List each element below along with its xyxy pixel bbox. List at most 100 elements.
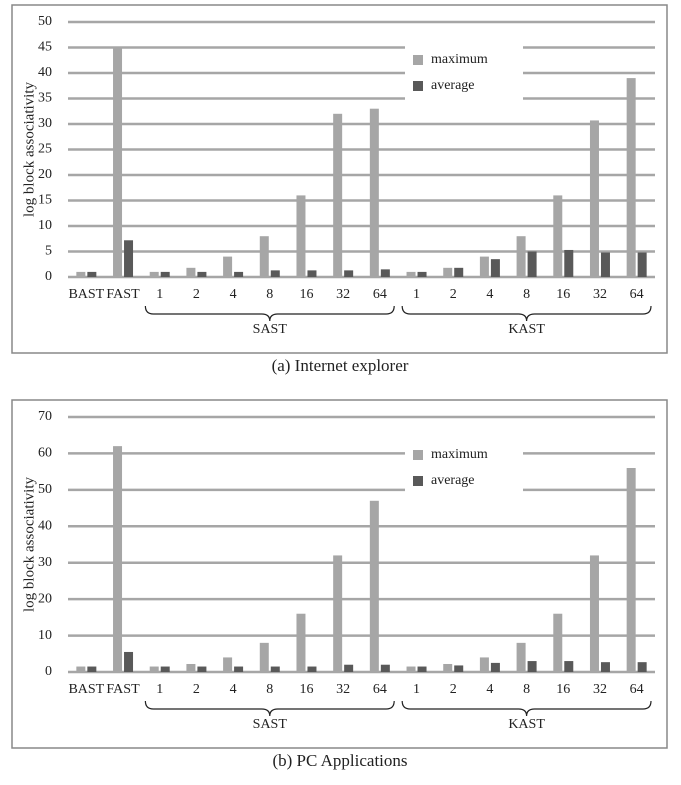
bar [307,270,317,277]
chart-frame [11,399,668,749]
y-tick-label: 10 [38,628,52,643]
bar [637,662,647,672]
x-tick-label: 1 [413,287,420,302]
y-axis-label: log block associativity [21,477,37,612]
bar [369,500,379,672]
bar [149,666,159,672]
bar [333,113,343,277]
bar [406,271,416,277]
x-tick-label: 32 [336,682,350,697]
bar [87,271,97,277]
bar [76,271,86,277]
y-tick-label: 15 [38,193,52,208]
x-tick-label: 8 [523,287,530,302]
bar [527,251,537,277]
group-label: KAST [508,717,545,732]
x-tick-label: 16 [556,682,570,697]
bar [479,657,489,672]
y-tick-label: 30 [38,116,52,131]
group-brace [401,700,652,717]
bar [553,613,563,672]
legend-box [405,42,523,100]
bar [333,555,343,672]
bar [417,271,427,277]
legend-swatch [413,81,423,91]
y-tick-label: 20 [38,167,52,182]
bar [223,256,233,277]
x-tick-label: 64 [630,682,644,697]
bar [234,666,244,672]
bar [344,270,354,277]
bar [600,252,610,277]
bar [516,642,526,672]
bar [296,195,306,277]
y-tick-label: 10 [38,218,52,233]
bar [406,666,416,672]
caption: (b) PC Applications [272,751,407,770]
x-tick-label: 8 [266,682,273,697]
x-tick-label: 1 [413,682,420,697]
y-tick-label: 45 [38,40,52,55]
legend-label: maximum [431,52,488,67]
x-tick-label: 16 [299,287,313,302]
x-tick-label: 1 [156,287,163,302]
bar [600,662,610,672]
x-tick-label: 64 [373,682,387,697]
x-tick-label: 2 [193,682,200,697]
group-brace [144,700,395,717]
x-tick-label: 2 [193,287,200,302]
legend-label: average [431,78,475,93]
bar [516,236,526,277]
group-brace [401,305,652,322]
legend-label: maximum [431,447,488,462]
caption: (a) Internet explorer [272,356,409,375]
legend-swatch [413,450,423,460]
x-tick-label: FAST [106,287,140,302]
x-tick-label: 2 [450,287,457,302]
y-tick-label: 40 [38,65,52,80]
y-tick-label: 5 [45,244,52,259]
legend-label: average [431,473,475,488]
bar [124,651,134,672]
x-tick-label: 4 [486,682,493,697]
bar [259,236,269,277]
bar [380,664,390,672]
bar [234,271,244,277]
legend-box [405,437,523,495]
bar [380,269,390,277]
bar [113,446,123,672]
bar [124,240,134,277]
group-label: SAST [253,717,288,732]
bar [76,666,86,672]
y-tick-label: 50 [38,482,52,497]
y-tick-label: 25 [38,142,52,157]
bar [527,661,537,672]
legend-swatch [413,55,423,65]
chart-frame [11,4,668,354]
x-tick-label: 32 [336,287,350,302]
x-tick-label: 8 [266,287,273,302]
bar [270,270,280,277]
bar [113,47,123,277]
bar [490,259,500,277]
group-label: KAST [508,322,545,337]
y-tick-label: 0 [45,269,52,284]
y-tick-label: 30 [38,555,52,570]
x-tick-label: FAST [106,682,140,697]
bar [589,555,599,672]
bar [443,267,453,277]
x-tick-label: 16 [556,287,570,302]
bar [223,657,233,672]
bar [307,666,317,672]
x-tick-label: 1 [156,682,163,697]
x-tick-label: 4 [230,682,237,697]
legend-swatch [413,476,423,486]
x-tick-label: BAST [68,682,104,697]
bar [87,666,97,672]
bar [186,663,196,672]
bar [259,642,269,672]
bar [160,666,170,672]
bar [197,666,207,672]
group-brace [144,305,395,322]
